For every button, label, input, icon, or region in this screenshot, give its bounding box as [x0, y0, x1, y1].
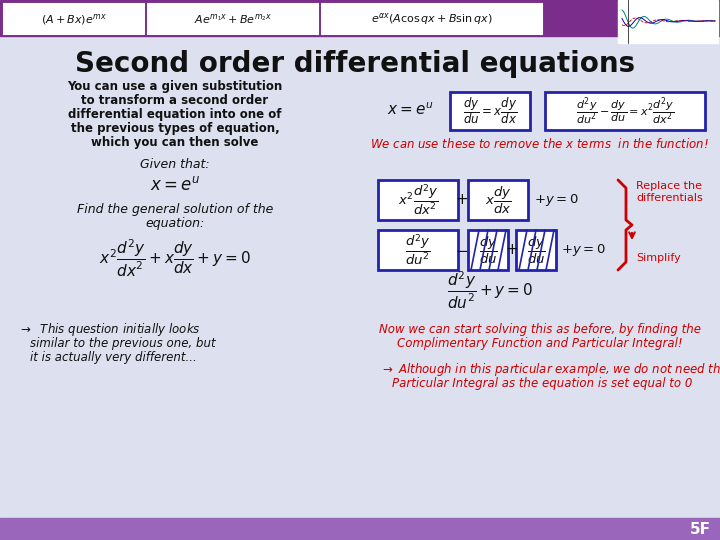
- Bar: [378, 180, 458, 220]
- Text: We can use these to remove the $x$ terms  in the function!: We can use these to remove the $x$ terms…: [371, 137, 709, 151]
- Bar: [545, 92, 705, 130]
- Text: $\dfrac{dy}{du}$: $\dfrac{dy}{du}$: [526, 234, 546, 266]
- Text: similar to the previous one, but: similar to the previous one, but: [30, 338, 215, 350]
- Text: Replace the
differentials: Replace the differentials: [636, 181, 703, 203]
- Text: Find the general solution of the: Find the general solution of the: [77, 204, 273, 217]
- Bar: [516, 230, 556, 270]
- Text: which you can then solve: which you can then solve: [91, 136, 258, 149]
- Bar: [468, 180, 528, 220]
- Text: $+ y = 0$: $+ y = 0$: [534, 192, 579, 208]
- Text: $\dfrac{d^2y}{du^2} + y = 0$: $\dfrac{d^2y}{du^2} + y = 0$: [447, 269, 534, 310]
- Text: Given that:: Given that:: [140, 159, 210, 172]
- Text: $+$: $+$: [456, 192, 469, 207]
- Text: $x\dfrac{dy}{dx}$: $x\dfrac{dy}{dx}$: [485, 185, 511, 215]
- Text: $\dfrac{d^2y}{du^2} - \dfrac{dy}{du} = x^2\dfrac{d^2y}{dx^2}$: $\dfrac{d^2y}{du^2} - \dfrac{dy}{du} = x…: [576, 95, 674, 127]
- Text: Second order differential equations: Second order differential equations: [75, 50, 635, 78]
- Text: the previous types of equation,: the previous types of equation,: [71, 122, 279, 135]
- Bar: [618, 0, 718, 43]
- Text: $Ae^{m_1 x} + Be^{m_2 x}$: $Ae^{m_1 x} + Be^{m_2 x}$: [194, 12, 272, 26]
- Bar: [322, 4, 542, 34]
- Text: equation:: equation:: [145, 218, 204, 231]
- Text: Simplify: Simplify: [636, 253, 680, 263]
- Bar: [148, 4, 318, 34]
- Text: $e^{\alpha x}(A\cos qx + B\sin qx)$: $e^{\alpha x}(A\cos qx + B\sin qx)$: [372, 11, 492, 27]
- Text: $x^2\dfrac{d^2y}{dx^2}$: $x^2\dfrac{d^2y}{dx^2}$: [397, 183, 438, 218]
- Text: it is actually very different...: it is actually very different...: [30, 352, 197, 365]
- Text: Now we can start solving this as before, by finding the: Now we can start solving this as before,…: [379, 323, 701, 336]
- Bar: [0, 36, 720, 518]
- Text: $\dfrac{dy}{du}$: $\dfrac{dy}{du}$: [479, 234, 498, 266]
- Text: $\to$  This question initially looks: $\to$ This question initially looks: [18, 321, 201, 339]
- Text: Particular Integral as the equation is set equal to 0: Particular Integral as the equation is s…: [392, 377, 693, 390]
- Text: 5F: 5F: [690, 522, 711, 537]
- Bar: [450, 92, 530, 130]
- Text: $x^2\dfrac{d^2y}{dx^2} + x\dfrac{dy}{dx} + y = 0$: $x^2\dfrac{d^2y}{dx^2} + x\dfrac{dy}{dx}…: [99, 238, 251, 279]
- Text: $x = e^{u}$: $x = e^{u}$: [150, 176, 200, 194]
- Text: $x = e^{u}$: $x = e^{u}$: [387, 102, 433, 118]
- Text: $-$: $-$: [456, 242, 469, 258]
- Bar: [468, 230, 508, 270]
- Text: $\dfrac{d^2y}{du^2}$: $\dfrac{d^2y}{du^2}$: [405, 233, 431, 267]
- Bar: [378, 230, 458, 270]
- Text: You can use a given substitution: You can use a given substitution: [68, 80, 283, 93]
- Text: $+ y = 0$: $+ y = 0$: [561, 242, 606, 258]
- Text: $\to$ Although in this particular example, we do not need the: $\to$ Although in this particular exampl…: [380, 361, 720, 379]
- Text: Complimentary Function and Particular Integral!: Complimentary Function and Particular In…: [397, 338, 683, 350]
- Text: $+$: $+$: [505, 242, 518, 258]
- Bar: [4, 4, 144, 34]
- Text: differential equation into one of: differential equation into one of: [68, 108, 282, 121]
- Bar: [0, 0, 720, 36]
- Text: $\dfrac{dy}{du} = x\dfrac{dy}{dx}$: $\dfrac{dy}{du} = x\dfrac{dy}{dx}$: [463, 96, 517, 126]
- Bar: [0, 518, 720, 540]
- Text: to transform a second order: to transform a second order: [81, 94, 269, 107]
- Text: $(A + Bx)e^{mx}$: $(A + Bx)e^{mx}$: [41, 11, 107, 26]
